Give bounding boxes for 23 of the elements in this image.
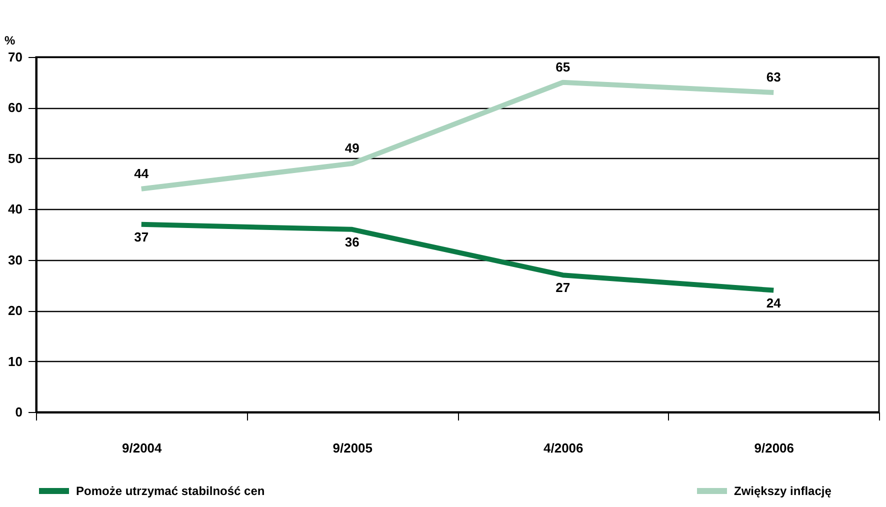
data-label: 36 xyxy=(344,234,360,250)
x-tick-label: 9/2006 xyxy=(754,440,794,456)
y-tick-label: 10 xyxy=(8,354,22,369)
y-tick-label: 70 xyxy=(8,50,22,64)
data-label: 44 xyxy=(134,166,150,181)
x-tick-label: 9/2004 xyxy=(122,440,163,456)
data-label: 65 xyxy=(556,59,570,74)
y-tick-label: 40 xyxy=(8,202,22,217)
y-tick-label: 50 xyxy=(8,150,22,166)
data-label: 63 xyxy=(766,70,781,84)
legend-label: Pomoże utrzymać stabilność cen xyxy=(76,484,265,498)
legend-label: Zwiększy inflację xyxy=(734,484,832,498)
data-label: 37 xyxy=(134,229,149,244)
x-tick-label: 9/2005 xyxy=(332,440,373,456)
y-axis-title: % xyxy=(4,34,16,48)
data-label: 24 xyxy=(766,295,782,310)
y-tick-label: 0 xyxy=(15,404,22,420)
data-label: 27 xyxy=(556,280,570,296)
y-tick-label: 30 xyxy=(8,252,22,268)
data-label: 49 xyxy=(344,140,360,156)
x-tick-label: 4/2006 xyxy=(543,440,584,456)
y-tick-label: 20 xyxy=(8,303,22,318)
y-tick-label: 60 xyxy=(8,100,22,116)
